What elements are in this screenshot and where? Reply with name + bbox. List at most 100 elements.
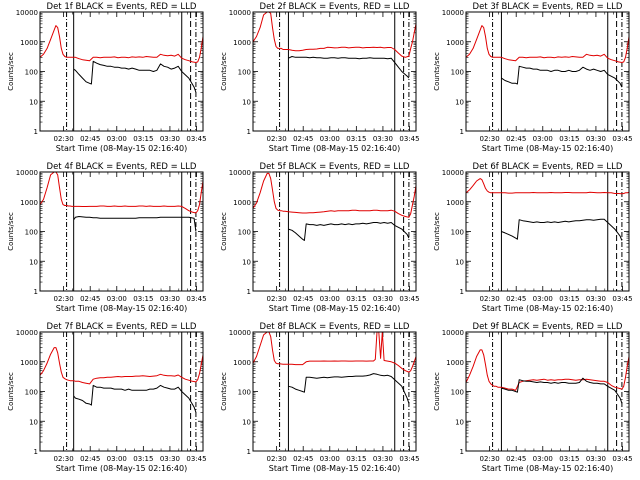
panel-title: Det 8f BLACK = Events, RED = LLD bbox=[260, 322, 410, 332]
y-tick-label: 1 bbox=[247, 288, 251, 296]
events-series-line bbox=[288, 56, 410, 79]
events-series-line bbox=[501, 218, 623, 241]
panel-title: Det 4f BLACK = Events, RED = LLD bbox=[47, 162, 197, 172]
x-tick-label: 03:00 bbox=[533, 295, 553, 303]
x-tick-label: 03:45 bbox=[612, 455, 632, 463]
x-tick-label: 03:15 bbox=[346, 295, 366, 303]
x-tick-label: 02:30 bbox=[54, 455, 74, 463]
y-tick-label: 1000 bbox=[446, 359, 464, 367]
y-tick-label: 1 bbox=[460, 288, 464, 296]
x-tick-label: 03:15 bbox=[559, 455, 579, 463]
y-tick-label: 1000 bbox=[233, 39, 251, 47]
y-tick-label: 100 bbox=[451, 389, 464, 397]
event-markers bbox=[279, 12, 410, 131]
events-series-line bbox=[73, 60, 197, 93]
x-tick-label: 03:30 bbox=[160, 455, 180, 463]
x-ticks: 02:30 02:45 03:00 03:15 03:30 03:45 bbox=[267, 332, 420, 463]
y-tick-label: 100 bbox=[238, 69, 251, 77]
y-tick-label: 100 bbox=[451, 69, 464, 77]
x-tick-label: 03:00 bbox=[320, 135, 340, 143]
x-tick-label: 02:30 bbox=[480, 295, 500, 303]
x-tick-label: 03:15 bbox=[346, 455, 366, 463]
y-tick-label: 100 bbox=[25, 69, 38, 77]
y-tick-label: 10000 bbox=[442, 169, 464, 177]
y-axis-label: Counts/sec bbox=[220, 212, 228, 251]
lld-series-line bbox=[466, 25, 629, 63]
detector-panel-2: Det 2f BLACK = Events, RED = LLD Counts/s… bbox=[220, 2, 420, 153]
detector-panel-9: Det 9f BLACK = Events, RED = LLD Counts/s… bbox=[433, 322, 633, 473]
y-tick-label: 10000 bbox=[16, 329, 38, 337]
y-ticks: 1 10 100 1000 10000 bbox=[16, 329, 203, 456]
lld-series-line bbox=[466, 178, 629, 195]
x-axis-label: Start Time (08-May-15 02:16:40) bbox=[482, 144, 613, 153]
x-tick-label: 03:45 bbox=[612, 295, 632, 303]
x-axis-label: Start Time (08-May-15 02:16:40) bbox=[269, 144, 400, 153]
y-tick-label: 10 bbox=[242, 98, 251, 106]
x-tick-label: 03:15 bbox=[346, 135, 366, 143]
x-ticks: 02:30 02:45 03:00 03:15 03:30 03:45 bbox=[480, 12, 633, 143]
y-tick-label: 1000 bbox=[20, 39, 38, 47]
event-markers bbox=[279, 172, 410, 291]
x-tick-label: 02:45 bbox=[506, 135, 526, 143]
x-ticks: 02:30 02:45 03:00 03:15 03:30 03:45 bbox=[480, 332, 633, 463]
y-tick-label: 10 bbox=[455, 418, 464, 426]
plot-frame bbox=[39, 11, 204, 132]
x-tick-label: 03:45 bbox=[399, 455, 419, 463]
panel-title: Det 1f BLACK = Events, RED = LLD bbox=[47, 2, 197, 12]
y-tick-label: 1 bbox=[34, 128, 38, 136]
y-axis-label: Counts/sec bbox=[433, 212, 441, 251]
y-axis-label: Counts/sec bbox=[7, 212, 15, 251]
y-tick-label: 1000 bbox=[20, 359, 38, 367]
y-ticks: 1 10 100 1000 10000 bbox=[442, 169, 629, 296]
y-tick-label: 100 bbox=[238, 229, 251, 237]
x-ticks: 02:30 02:45 03:00 03:15 03:30 03:45 bbox=[480, 172, 633, 303]
x-tick-label: 03:15 bbox=[133, 135, 153, 143]
events-series-line bbox=[73, 216, 197, 232]
y-ticks: 1 10 100 1000 10000 bbox=[229, 329, 416, 456]
panel-title: Det 9f BLACK = Events, RED = LLD bbox=[473, 322, 623, 332]
y-ticks: 1 10 100 1000 10000 bbox=[16, 169, 203, 296]
x-tick-label: 03:30 bbox=[160, 135, 180, 143]
y-tick-label: 1000 bbox=[233, 199, 251, 207]
x-axis-label: Start Time (08-May-15 02:16:40) bbox=[269, 304, 400, 313]
x-ticks: 02:30 02:45 03:00 03:15 03:30 03:45 bbox=[54, 12, 207, 143]
x-tick-label: 03:30 bbox=[586, 455, 606, 463]
plot-frame bbox=[465, 331, 630, 452]
x-tick-label: 03:30 bbox=[373, 455, 393, 463]
y-tick-label: 10000 bbox=[229, 329, 251, 337]
x-tick-label: 02:30 bbox=[54, 295, 74, 303]
x-tick-label: 03:00 bbox=[320, 295, 340, 303]
y-tick-label: 10000 bbox=[442, 9, 464, 17]
panel-title: Det 3f BLACK = Events, RED = LLD bbox=[473, 2, 623, 12]
x-tick-label: 03:45 bbox=[399, 295, 419, 303]
x-axis-label: Start Time (08-May-15 02:16:40) bbox=[56, 144, 187, 153]
x-ticks: 02:30 02:45 03:00 03:15 03:30 03:45 bbox=[54, 172, 207, 303]
x-tick-label: 03:15 bbox=[559, 135, 579, 143]
events-series-line bbox=[501, 377, 623, 404]
x-tick-label: 03:45 bbox=[186, 455, 206, 463]
events-series-line bbox=[501, 65, 623, 88]
detector-panel-8: Det 8f BLACK = Events, RED = LLD Counts/s… bbox=[220, 322, 420, 473]
detector-panel-4: Det 4f BLACK = Events, RED = LLD Counts/s… bbox=[7, 162, 207, 313]
x-tick-label: 03:15 bbox=[133, 295, 153, 303]
x-tick-label: 02:30 bbox=[267, 135, 287, 143]
y-ticks: 1 10 100 1000 10000 bbox=[229, 169, 416, 296]
x-tick-label: 02:30 bbox=[267, 295, 287, 303]
y-ticks: 1 10 100 1000 10000 bbox=[229, 9, 416, 136]
y-tick-label: 10 bbox=[455, 258, 464, 266]
y-tick-label: 10 bbox=[242, 418, 251, 426]
x-tick-label: 03:00 bbox=[107, 135, 127, 143]
y-tick-label: 10 bbox=[29, 98, 38, 106]
events-series-line bbox=[288, 222, 410, 241]
lld-series-line bbox=[253, 172, 416, 218]
y-tick-label: 1 bbox=[460, 448, 464, 456]
x-tick-label: 03:00 bbox=[533, 135, 553, 143]
x-tick-label: 03:45 bbox=[186, 135, 206, 143]
x-tick-label: 03:30 bbox=[160, 295, 180, 303]
x-tick-label: 02:45 bbox=[80, 135, 100, 143]
y-ticks: 1 10 100 1000 10000 bbox=[16, 9, 203, 136]
x-tick-label: 03:00 bbox=[107, 295, 127, 303]
y-tick-label: 10000 bbox=[16, 9, 38, 17]
y-axis-label: Counts/sec bbox=[220, 52, 228, 91]
x-ticks: 02:30 02:45 03:00 03:15 03:30 03:45 bbox=[267, 172, 420, 303]
